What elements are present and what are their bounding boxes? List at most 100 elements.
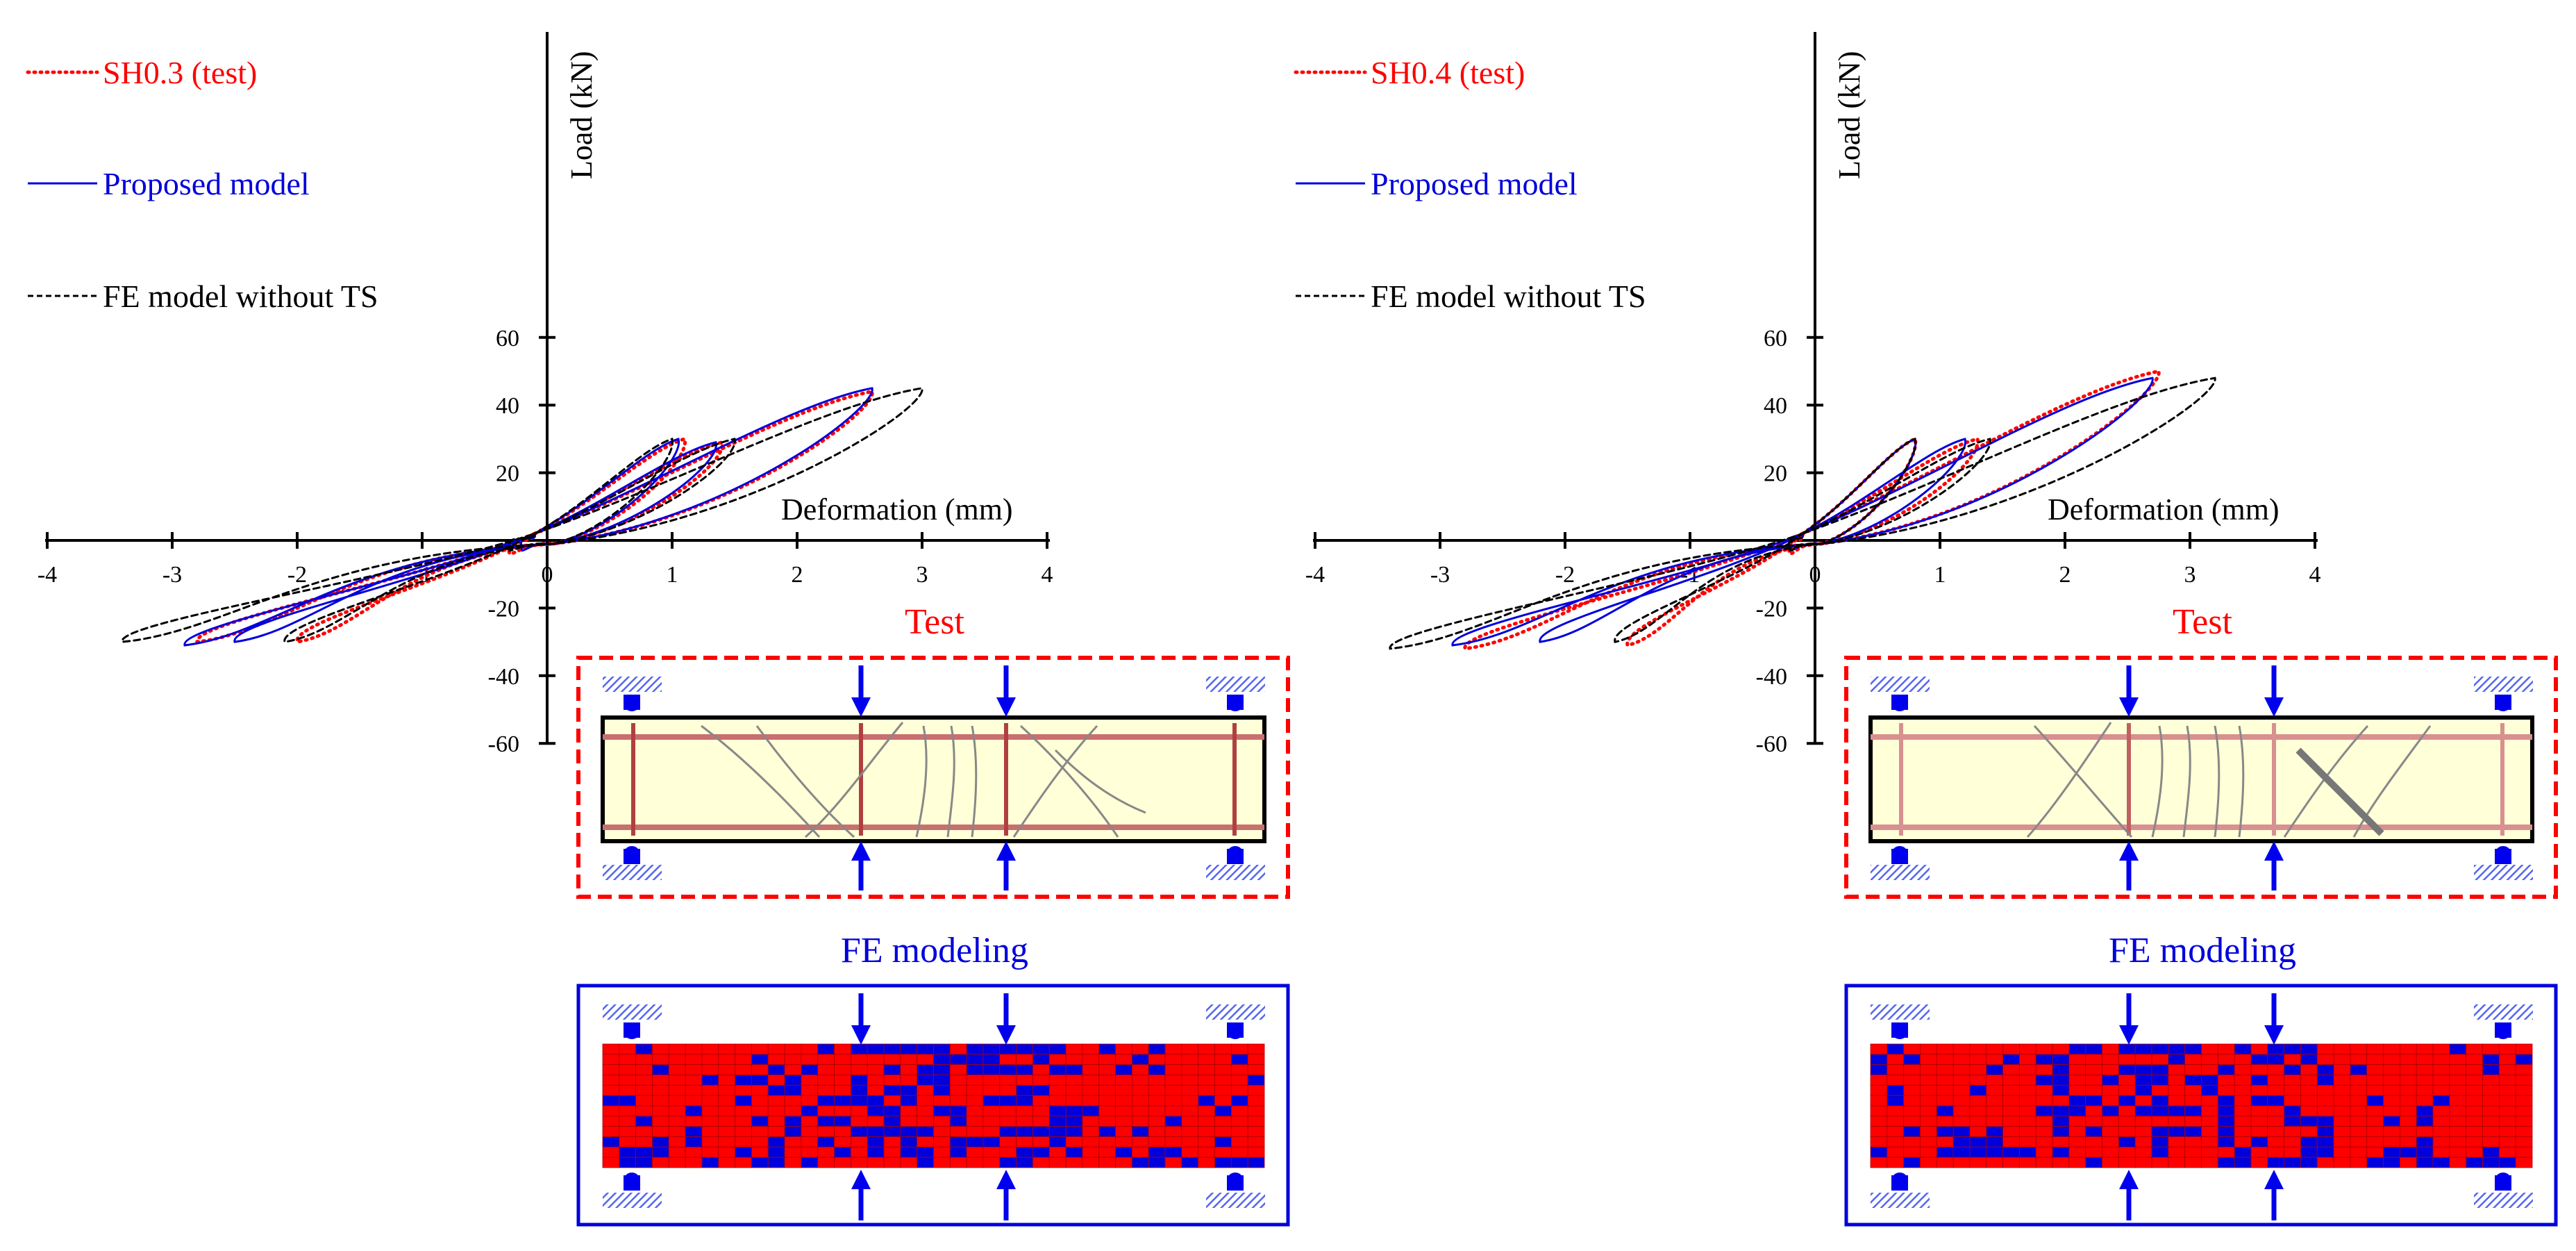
mesh-cell bbox=[900, 1136, 918, 1148]
mesh-cell bbox=[2449, 1095, 2467, 1107]
mesh-cell bbox=[1082, 1084, 1100, 1096]
mesh-cell bbox=[767, 1064, 785, 1075]
mesh-cell bbox=[2416, 1084, 2434, 1096]
mesh-cell bbox=[2068, 1105, 2086, 1117]
mesh-cell bbox=[2134, 1116, 2152, 1127]
mesh-cell bbox=[2168, 1157, 2186, 1168]
mesh-cell bbox=[2068, 1054, 2086, 1066]
x-axis-label-2: Deformation (mm) bbox=[2048, 492, 2280, 527]
mesh-cell bbox=[917, 1105, 934, 1117]
mesh-cell bbox=[900, 1064, 918, 1075]
mesh-cell bbox=[1936, 1095, 1954, 1107]
mesh-cell bbox=[2250, 1075, 2268, 1086]
mesh-cell bbox=[701, 1084, 719, 1096]
mesh-cell bbox=[1098, 1084, 1116, 1096]
mesh-cell bbox=[1952, 1105, 1971, 1117]
mesh-cell bbox=[602, 1084, 620, 1096]
mesh-cell bbox=[1164, 1157, 1182, 1168]
mesh-cell bbox=[2267, 1043, 2285, 1055]
mesh-cell bbox=[834, 1054, 851, 1066]
mesh-cell bbox=[1903, 1075, 1921, 1086]
mesh-cell bbox=[751, 1075, 769, 1086]
mesh-cell bbox=[635, 1064, 653, 1075]
x-tick-label: -2 bbox=[287, 562, 307, 588]
mesh-cell bbox=[1148, 1116, 1166, 1127]
mesh-cell bbox=[1048, 1043, 1067, 1055]
mesh-cell bbox=[801, 1054, 819, 1066]
mesh-cell bbox=[2498, 1043, 2516, 1055]
mesh-cell bbox=[1247, 1126, 1265, 1137]
mesh-cell bbox=[966, 1126, 984, 1137]
x-tick-label: -4 bbox=[1305, 562, 1325, 588]
mesh-cell bbox=[982, 1054, 1001, 1066]
mesh-cell bbox=[2168, 1043, 2186, 1055]
mesh-cell bbox=[2416, 1126, 2434, 1137]
mesh-cell bbox=[2350, 1105, 2368, 1117]
legend-1-model-label: Proposed model bbox=[103, 166, 310, 201]
mesh-cell bbox=[999, 1126, 1017, 1137]
mesh-cell bbox=[1870, 1084, 1888, 1096]
mesh-cell bbox=[917, 1116, 934, 1127]
mesh-cell bbox=[2267, 1136, 2285, 1148]
mesh-cell bbox=[982, 1126, 1001, 1137]
mesh-cell bbox=[1214, 1095, 1232, 1107]
mesh-cell bbox=[718, 1043, 736, 1055]
mesh-cell bbox=[2498, 1084, 2516, 1096]
mesh-cell bbox=[2399, 1064, 2417, 1075]
mesh-cell bbox=[784, 1043, 802, 1055]
mesh-cell bbox=[817, 1157, 835, 1168]
mesh-cell bbox=[2416, 1157, 2434, 1168]
mesh-cell bbox=[949, 1075, 967, 1086]
mesh-cell bbox=[2482, 1075, 2500, 1086]
mesh-cell bbox=[2432, 1054, 2450, 1066]
mesh-cell bbox=[2333, 1136, 2351, 1148]
mesh-cell bbox=[602, 1054, 620, 1066]
mesh-cell bbox=[1198, 1043, 1215, 1055]
mesh-cell bbox=[1032, 1136, 1050, 1148]
mesh-cell bbox=[1065, 1064, 1083, 1075]
mesh-cell bbox=[2102, 1105, 2119, 1117]
mesh-cell bbox=[2399, 1105, 2417, 1117]
mesh-cell bbox=[1198, 1084, 1215, 1096]
x-tick-label: -3 bbox=[162, 562, 182, 588]
mesh-cell bbox=[801, 1116, 819, 1127]
mesh-cell bbox=[2366, 1064, 2384, 1075]
mesh-cell bbox=[2250, 1095, 2268, 1107]
mesh-cell bbox=[2068, 1084, 2086, 1096]
test-inset-title-1: Test bbox=[905, 602, 964, 642]
mesh-cell bbox=[2035, 1157, 2053, 1168]
mesh-cell bbox=[1969, 1043, 1987, 1055]
mesh-cell bbox=[619, 1095, 637, 1107]
mesh-cell bbox=[850, 1126, 868, 1137]
mesh-cell bbox=[2068, 1116, 2086, 1127]
mesh-cell bbox=[2019, 1095, 2036, 1107]
mesh-cell bbox=[718, 1064, 736, 1075]
mesh-cell bbox=[2234, 1116, 2252, 1127]
mesh-cell bbox=[1936, 1116, 1954, 1127]
mesh-cell bbox=[2151, 1075, 2169, 1086]
mesh-cell bbox=[2002, 1136, 2020, 1148]
mesh-cell bbox=[652, 1157, 669, 1168]
mesh-cell bbox=[2151, 1095, 2169, 1107]
mesh-cell bbox=[2316, 1136, 2334, 1148]
mesh-cell bbox=[999, 1105, 1017, 1117]
mesh-cell bbox=[2168, 1126, 2186, 1137]
mesh-cell bbox=[1164, 1075, 1182, 1086]
mesh-cell bbox=[2366, 1157, 2384, 1168]
mesh-cell bbox=[999, 1075, 1017, 1086]
mesh-cell bbox=[1082, 1064, 1100, 1075]
mesh-cell bbox=[668, 1054, 686, 1066]
mesh-cell bbox=[735, 1095, 752, 1107]
mesh-cell bbox=[2151, 1116, 2169, 1127]
mesh-cell bbox=[2267, 1054, 2285, 1066]
mesh-cell bbox=[635, 1116, 653, 1127]
mesh-cell bbox=[2482, 1157, 2500, 1168]
mesh-cell bbox=[635, 1043, 653, 1055]
mesh-cell bbox=[1247, 1105, 1265, 1117]
mesh-cell bbox=[2350, 1075, 2368, 1086]
mesh-cell bbox=[685, 1105, 703, 1117]
mesh-cell bbox=[999, 1116, 1017, 1127]
mesh-cell bbox=[685, 1064, 703, 1075]
mesh-cell bbox=[817, 1105, 835, 1117]
mesh-cell bbox=[718, 1136, 736, 1148]
